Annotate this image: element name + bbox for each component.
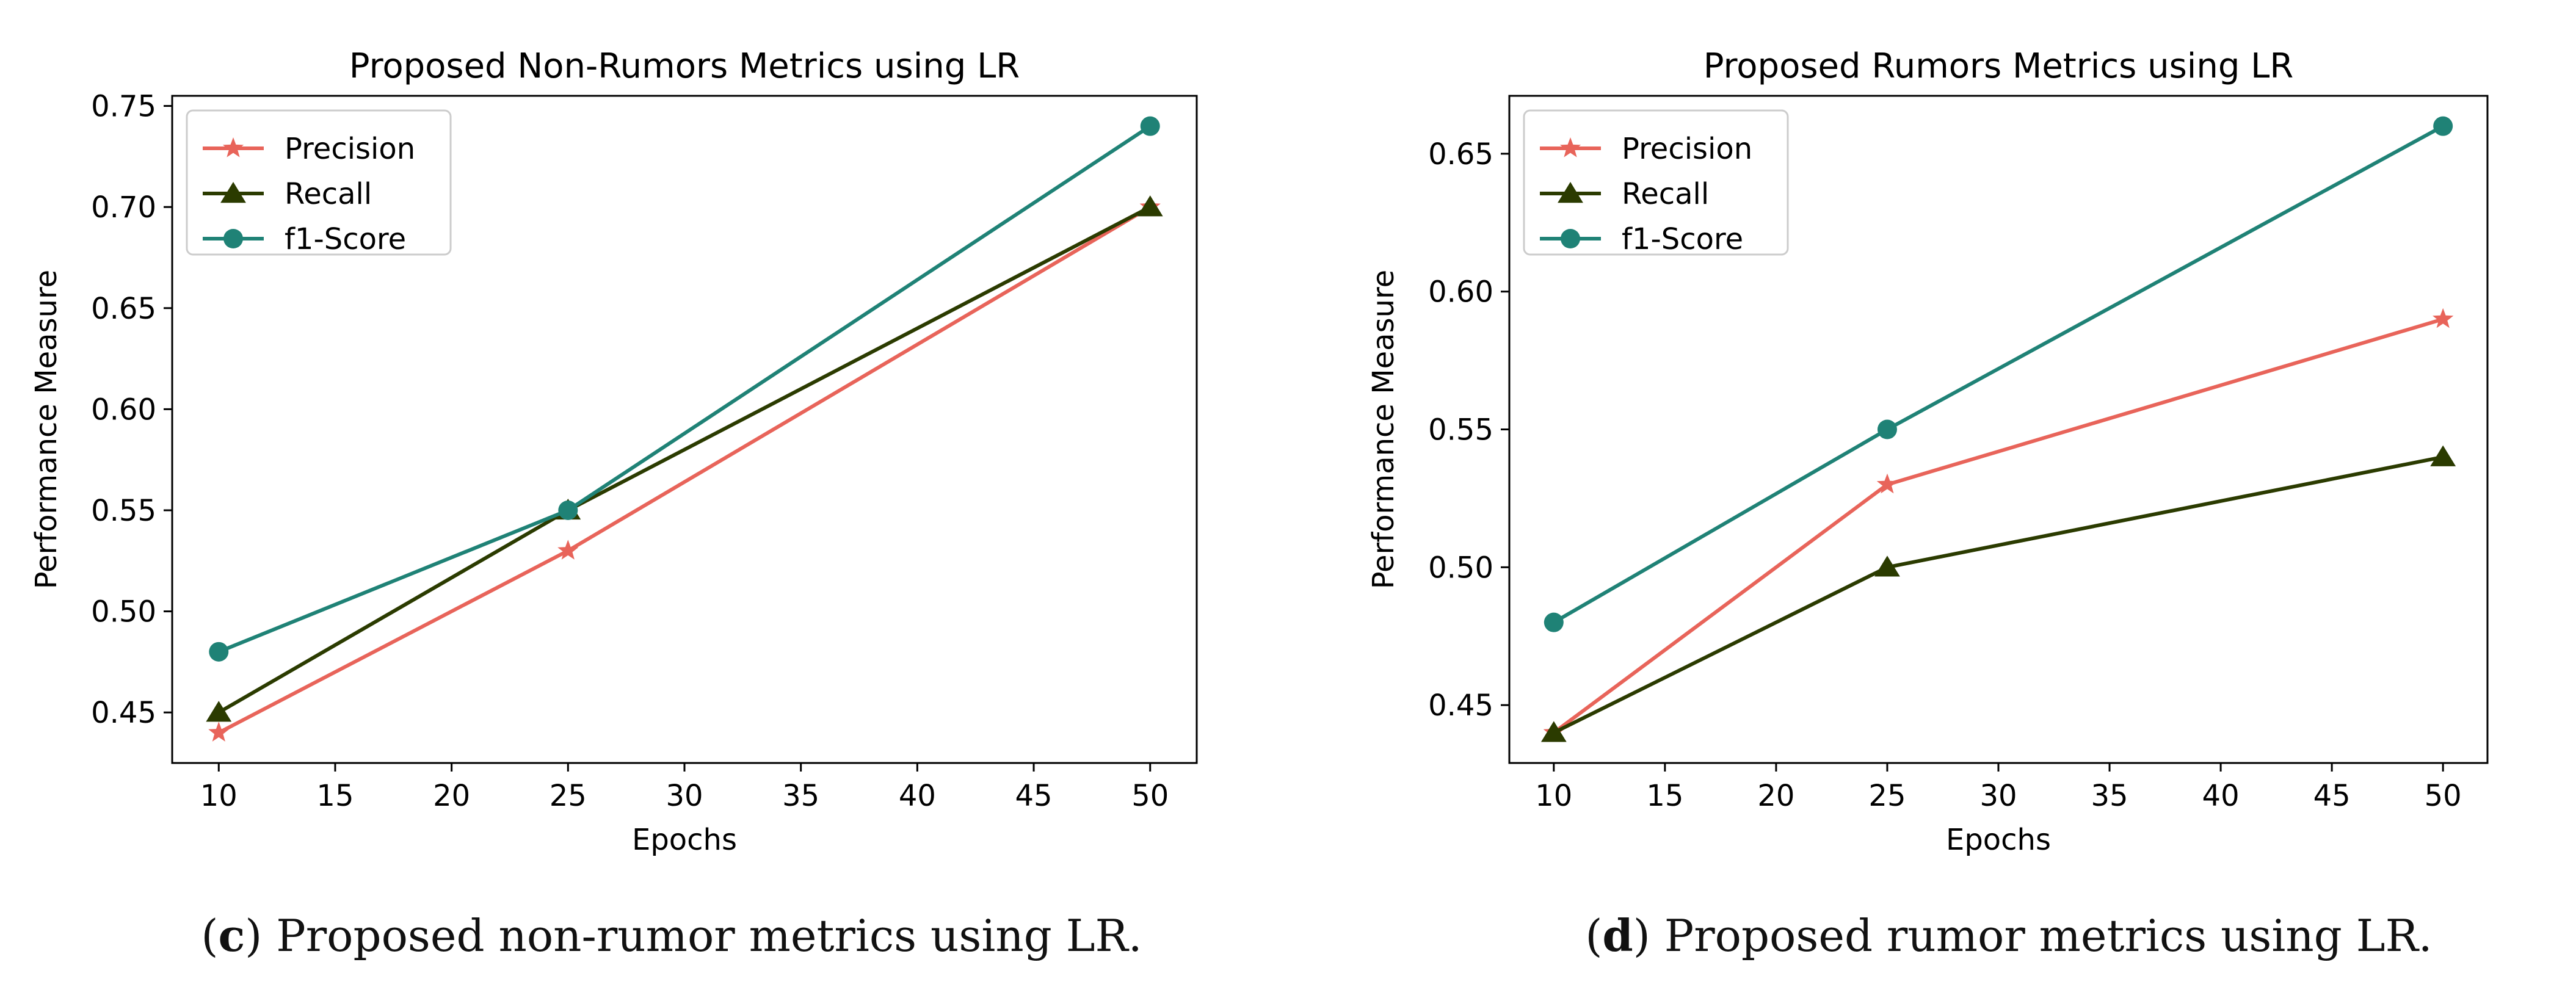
y-tick-label: 0.50 xyxy=(1428,551,1493,585)
series-recall-line xyxy=(1553,455,2444,735)
caption-c-open: ( xyxy=(201,910,218,961)
y-tick-label: 0.45 xyxy=(1428,689,1493,723)
y-tick-label: 0.50 xyxy=(91,595,156,629)
y-tick-label: 0.60 xyxy=(91,392,156,427)
series-precision-point xyxy=(208,721,230,742)
chart-non-rumors: Proposed Non-Rumors Metrics using LR Epoc… xyxy=(29,46,1198,857)
chart-title: Proposed Non-Rumors Metrics using LR xyxy=(349,46,1020,86)
x-tick-label: 35 xyxy=(782,779,819,813)
x-tick-label: 20 xyxy=(433,779,470,813)
series-recall-point xyxy=(1874,555,1900,577)
legend-f1-score-label: f1-Score xyxy=(285,222,406,256)
x-tick-label: 15 xyxy=(1646,779,1683,813)
series-f1-score-point xyxy=(1140,116,1160,136)
legend-recall-label: Recall xyxy=(1622,177,1709,211)
legend-precision-marker xyxy=(222,137,244,157)
series-precision-point xyxy=(2433,308,2454,328)
caption-d: (d) Proposed rumor metrics using LR. xyxy=(1585,909,2432,961)
x-tick-label: 15 xyxy=(316,779,354,813)
x-tick-label: 40 xyxy=(2202,779,2240,813)
series-recall-point xyxy=(1137,195,1163,217)
x-tick-label: 35 xyxy=(2091,779,2128,813)
series-precision-point xyxy=(1876,473,1898,494)
chart-rumors: Proposed Rumors Metrics using LR Epochs Pe… xyxy=(1366,46,2489,857)
plot-frame xyxy=(171,95,1198,764)
plot-frame xyxy=(1508,95,2489,764)
legend-f1-score-marker xyxy=(223,229,243,248)
chart-title: Proposed Rumors Metrics using LR xyxy=(1703,46,2294,86)
x-axis-label: Epochs xyxy=(632,823,737,857)
y-tick-label: 0.55 xyxy=(91,494,156,528)
x-axis-label: Epochs xyxy=(1946,823,2051,857)
x-tick-label: 40 xyxy=(899,779,936,813)
legend: Precision Recall f1-Score xyxy=(186,109,452,256)
caption-d-text: ) Proposed rumor metrics using LR. xyxy=(1633,910,2433,961)
y-tick-label: 0.60 xyxy=(1428,275,1493,309)
x-tick-label: 45 xyxy=(1015,779,1053,813)
caption-c: (c) Proposed non-rumor metrics using LR. xyxy=(201,909,1142,961)
legend-precision-label: Precision xyxy=(285,132,415,166)
y-tick-label: 0.65 xyxy=(1428,137,1493,172)
series-recall-point xyxy=(206,701,232,722)
series-precision-line xyxy=(1553,317,2444,734)
x-tick-label: 30 xyxy=(1979,779,2017,813)
caption-c-letter: c xyxy=(218,909,245,961)
x-tick-label: 10 xyxy=(1535,779,1572,813)
legend: Precision Recall f1-Score xyxy=(1523,109,1789,256)
legend-precision-label: Precision xyxy=(1622,132,1752,166)
series-precision-line xyxy=(217,205,1152,734)
y-tick-label: 0.75 xyxy=(91,90,156,124)
caption-d-letter: d xyxy=(1602,909,1633,961)
x-tick-label: 25 xyxy=(1868,779,1906,813)
legend-f1-score-marker xyxy=(1561,229,1580,248)
caption-c-text: ) Proposed non-rumor metrics using LR. xyxy=(245,910,1142,961)
x-tick-label: 25 xyxy=(550,779,587,813)
series-f1-score-point xyxy=(1877,419,1897,439)
x-tick-label: 10 xyxy=(200,779,238,813)
series-f1-score-point xyxy=(558,500,578,520)
caption-d-open: ( xyxy=(1585,910,1602,961)
legend-recall-marker xyxy=(1558,182,1583,203)
series-f1-score-point xyxy=(2433,116,2453,136)
y-tick-label: 0.55 xyxy=(1428,413,1493,447)
y-tick-label: 0.45 xyxy=(91,696,156,730)
x-tick-label: 50 xyxy=(2425,779,2462,813)
legend-recall-marker xyxy=(220,182,246,203)
series-f1-score-point xyxy=(1544,612,1564,632)
legend-recall-label: Recall xyxy=(285,177,372,211)
legend-precision-marker xyxy=(1559,137,1581,157)
y-axis-label: Performance Measure xyxy=(1366,270,1401,589)
legend-f1-score-label: f1-Score xyxy=(1622,222,1743,256)
x-tick-label: 20 xyxy=(1757,779,1794,813)
y-axis-label: Performance Measure xyxy=(29,270,63,589)
series-recall-point xyxy=(2430,445,2456,466)
x-tick-label: 30 xyxy=(666,779,703,813)
series-recall-line xyxy=(217,205,1152,714)
series-f1-score-point xyxy=(209,642,229,662)
x-tick-label: 45 xyxy=(2313,779,2351,813)
series-recall-point xyxy=(1540,721,1567,742)
y-tick-label: 0.65 xyxy=(91,292,156,326)
x-tick-label: 50 xyxy=(1131,779,1169,813)
series-precision-point xyxy=(557,540,579,560)
y-tick-label: 0.70 xyxy=(91,190,156,225)
